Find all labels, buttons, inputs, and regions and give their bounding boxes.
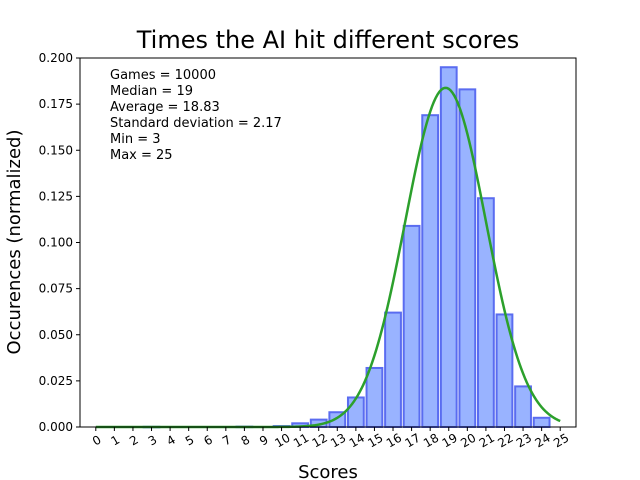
x-tick-label: 25 (551, 431, 571, 451)
x-tick-label: 7 (220, 433, 234, 449)
bar-score-19 (439, 66, 458, 428)
bar-score-18 (421, 114, 440, 428)
x-tick-label: 8 (239, 433, 253, 449)
x-tick-label: 9 (257, 433, 271, 449)
bar-score-23 (514, 385, 532, 429)
y-tick-label: 0.150 (39, 143, 73, 157)
x-tick-label: 5 (183, 433, 197, 449)
bar-score-16 (384, 311, 402, 428)
x-axis-ticks: 0 1 2 3 4 5 6 7 8 9 101112131415161718192021222324… (90, 427, 571, 450)
y-tick-label: 0.000 (39, 420, 73, 434)
x-tick-label: 12 (310, 431, 330, 451)
x-tick-label: 19 (440, 431, 460, 451)
bars-group (142, 66, 551, 429)
stat-annotation: Standard deviation = 2.17 (110, 116, 282, 131)
bar-score-15 (365, 366, 384, 428)
stat-annotation: Games = 10000 (110, 68, 216, 83)
x-tick-label: 14 (347, 431, 367, 451)
y-tick-label: 0.075 (39, 282, 73, 296)
y-axis-ticks: 0.000 0.025 0.050 0.075 0.100 0.125 0.150 0.175… (39, 51, 80, 434)
x-tick-label: 1 (109, 433, 123, 449)
bar-score-21 (477, 197, 495, 428)
x-axis-label: Scores (298, 462, 358, 480)
x-tick-label: 20 (458, 431, 478, 451)
bar-score-20 (458, 88, 477, 429)
stat-annotation: Median = 19 (110, 84, 193, 99)
y-tick-label: 0.200 (39, 51, 73, 65)
x-tick-label: 18 (421, 431, 441, 451)
x-tick-label: 15 (365, 431, 385, 451)
x-tick-label: 24 (533, 431, 553, 451)
x-tick-label: 21 (477, 431, 497, 451)
stat-annotation: Max = 25 (110, 148, 173, 163)
x-tick-label: 11 (291, 431, 311, 451)
y-tick-label: 0.125 (39, 189, 73, 203)
x-tick-label: 4 (164, 433, 178, 449)
y-tick-label: 0.050 (39, 328, 73, 342)
x-tick-label: 6 (201, 433, 215, 449)
bar-score-24 (532, 416, 551, 428)
stat-annotation: Min = 3 (110, 132, 161, 147)
x-tick-label: 22 (495, 431, 515, 451)
x-tick-label: 10 (272, 431, 292, 451)
stat-annotation: Average = 18.83 (110, 100, 220, 115)
x-tick-label: 16 (384, 431, 404, 451)
y-tick-label: 0.100 (39, 236, 73, 250)
x-tick-label: 0 (90, 433, 104, 449)
x-tick-label: 2 (127, 433, 141, 449)
x-tick-label: 13 (328, 431, 348, 451)
bar-score-17 (402, 224, 421, 428)
chart-title: Times the AI hit different scores (136, 26, 519, 54)
x-tick-label: 23 (514, 431, 534, 451)
y-tick-label: 0.025 (39, 374, 73, 388)
bar-score-14 (346, 396, 365, 429)
y-tick-label: 0.175 (39, 97, 73, 111)
x-tick-label: 17 (402, 431, 422, 451)
x-tick-label: 3 (146, 433, 160, 449)
y-axis-label: Occurences (normalized) (4, 130, 25, 355)
